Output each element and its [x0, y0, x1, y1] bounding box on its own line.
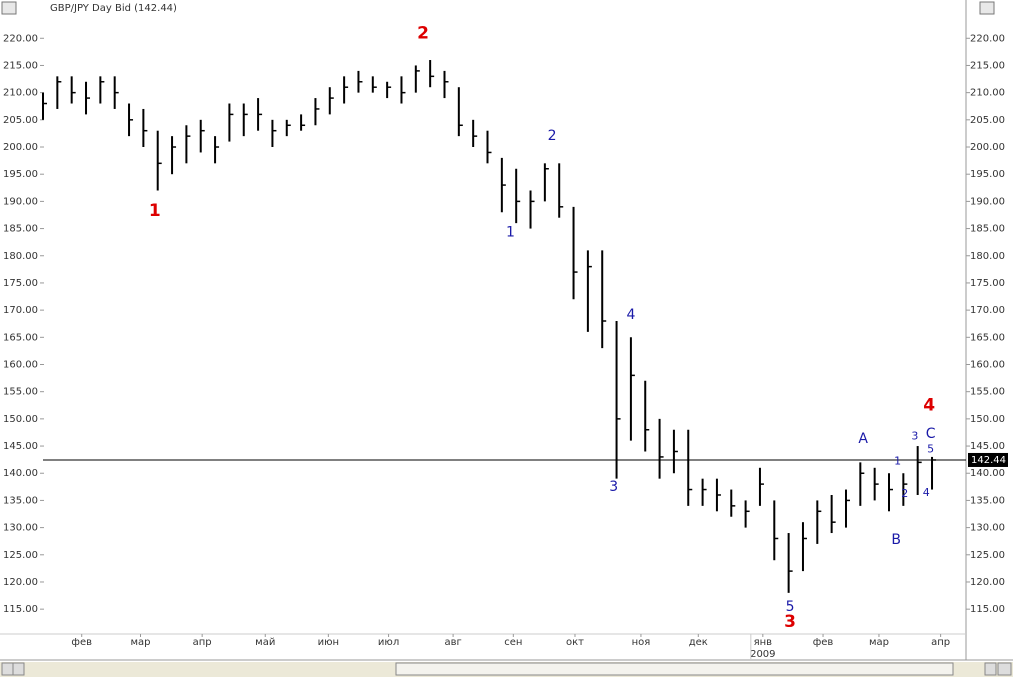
wave-label: B [891, 532, 901, 548]
scroll-end[interactable] [997, 662, 1012, 676]
y-tick-label: 115.00 [3, 604, 38, 615]
y-tick-label: 195.00 [970, 169, 1005, 180]
menu-icon[interactable] [1, 1, 17, 15]
y-tick-label: 220.00 [970, 33, 1005, 44]
scroll-right[interactable] [984, 662, 997, 676]
wave-label: 4 [923, 486, 930, 499]
y-tick-label: 125.00 [3, 550, 38, 561]
y-tick-label: 215.00 [3, 60, 38, 71]
x-tick-label: дек [689, 637, 708, 648]
wave-label: 3 [911, 429, 918, 442]
y-tick-label: 185.00 [3, 224, 38, 235]
x-tick-label: май [255, 637, 275, 648]
scroll-left-arrow[interactable] [12, 662, 25, 676]
x-tick-label: апр [931, 637, 950, 648]
y-tick-label: 130.00 [970, 523, 1005, 534]
wave-label: 2 [417, 23, 429, 43]
wave-label: 1 [894, 454, 901, 467]
y-tick-label: 180.00 [3, 251, 38, 262]
y-tick-label: 210.00 [3, 88, 38, 99]
wave-label: 2 [548, 128, 557, 144]
y-tick-label: 140.00 [3, 468, 38, 479]
scroll-thumb[interactable] [395, 662, 954, 676]
y-tick-label: 200.00 [3, 142, 38, 153]
x-tick-label: сен [504, 637, 522, 648]
menu-icon[interactable] [979, 1, 995, 15]
y-tick-label: 205.00 [3, 115, 38, 126]
last-price-label: 142.44 [971, 455, 1006, 466]
y-tick-label: 120.00 [970, 577, 1005, 588]
y-tick-label: 185.00 [970, 224, 1005, 235]
scroll-left[interactable] [1, 662, 14, 676]
wave-label: 2 [901, 487, 908, 500]
wave-label: 1 [149, 201, 161, 221]
y-tick-label: 155.00 [3, 387, 38, 398]
y-tick-label: 160.00 [970, 359, 1005, 370]
wave-label: 4 [923, 395, 935, 415]
y-tick-label: 155.00 [970, 387, 1005, 398]
y-tick-label: 175.00 [3, 278, 38, 289]
x-tick-label: мар [869, 637, 889, 648]
y-tick-label: 195.00 [3, 169, 38, 180]
y-tick-label: 175.00 [970, 278, 1005, 289]
x-tick-label: июн [318, 637, 339, 648]
y-tick-label: 180.00 [970, 251, 1005, 262]
y-tick-label: 170.00 [970, 305, 1005, 316]
y-tick-label: 220.00 [3, 33, 38, 44]
x-tick-label: апр [193, 637, 212, 648]
chart-title: GBP/JPY Day Bid (142.44) [50, 3, 177, 14]
y-tick-label: 160.00 [3, 359, 38, 370]
wave-label: A [858, 431, 868, 447]
x-tick-label: окт [566, 637, 584, 648]
y-tick-label: 135.00 [3, 495, 38, 506]
wave-label: 3 [609, 479, 618, 495]
y-tick-label: 165.00 [970, 332, 1005, 343]
x-tick-label: фев [813, 637, 834, 648]
wave-label: 1 [506, 224, 515, 240]
x-tick-label: мар [130, 637, 150, 648]
y-tick-label: 170.00 [3, 305, 38, 316]
x-tick-label: авг [444, 637, 461, 648]
wave-label: 5 [927, 442, 934, 455]
y-tick-label: 150.00 [3, 414, 38, 425]
y-tick-label: 215.00 [970, 60, 1005, 71]
wave-label: C [926, 426, 936, 442]
last-price-box [968, 452, 1008, 467]
y-tick-label: 140.00 [970, 468, 1005, 479]
x-tick-label: ноя [632, 637, 651, 648]
y-tick-label: 205.00 [970, 115, 1005, 126]
y-tick-label: 115.00 [970, 604, 1005, 615]
x-tick-label: июл [378, 637, 399, 648]
y-tick-label: 135.00 [970, 495, 1005, 506]
wave-label: 5 [786, 599, 795, 615]
y-tick-label: 145.00 [3, 441, 38, 452]
y-tick-label: 145.00 [970, 441, 1005, 452]
y-tick-label: 125.00 [970, 550, 1005, 561]
y-tick-label: 190.00 [3, 196, 38, 207]
wave-label: 3 [784, 612, 796, 632]
y-tick-label: 200.00 [970, 142, 1005, 153]
y-tick-label: 130.00 [3, 523, 38, 534]
year-label: 2009 [750, 649, 775, 660]
y-tick-label: 190.00 [970, 196, 1005, 207]
x-tick-label: янв [754, 637, 773, 648]
y-tick-label: 120.00 [3, 577, 38, 588]
y-tick-label: 165.00 [3, 332, 38, 343]
y-tick-label: 150.00 [970, 414, 1005, 425]
wave-label: 4 [626, 307, 635, 323]
x-tick-label: фев [71, 637, 92, 648]
y-tick-label: 210.00 [970, 88, 1005, 99]
